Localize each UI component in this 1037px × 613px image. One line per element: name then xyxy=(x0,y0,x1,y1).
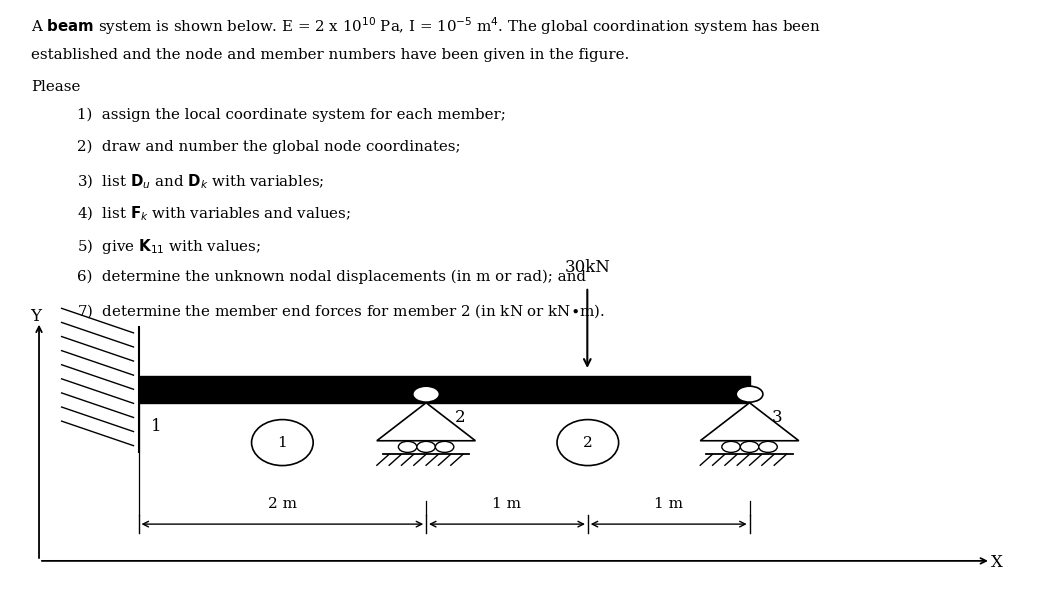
Text: 6)  determine the unknown nodal displacements (in m or rad); and: 6) determine the unknown nodal displacem… xyxy=(77,270,586,284)
Text: 1: 1 xyxy=(151,418,162,435)
Text: 2: 2 xyxy=(583,436,593,449)
Text: 1 m: 1 m xyxy=(654,497,683,511)
Circle shape xyxy=(413,386,440,402)
Bar xyxy=(139,376,750,403)
Text: 7)  determine the member end forces for member 2 (in kN or kN$\bullet$m).: 7) determine the member end forces for m… xyxy=(77,302,605,320)
Circle shape xyxy=(736,386,763,402)
Polygon shape xyxy=(376,403,475,441)
Ellipse shape xyxy=(252,420,313,466)
Text: 5)  give $\mathbf{K}_{11}$ with values;: 5) give $\mathbf{K}_{11}$ with values; xyxy=(77,237,261,256)
Text: 2)  draw and number the global node coordinates;: 2) draw and number the global node coord… xyxy=(77,140,460,154)
Text: 2 m: 2 m xyxy=(268,497,297,511)
Circle shape xyxy=(417,441,436,452)
Circle shape xyxy=(398,441,417,452)
Text: 1)  assign the local coordinate system for each member;: 1) assign the local coordinate system fo… xyxy=(77,107,506,121)
Circle shape xyxy=(740,441,759,452)
Text: 4)  list $\mathbf{F}_k$ with variables and values;: 4) list $\mathbf{F}_k$ with variables an… xyxy=(77,205,351,223)
Circle shape xyxy=(722,441,740,452)
Text: 30kN: 30kN xyxy=(564,259,610,276)
Text: 3: 3 xyxy=(773,409,783,426)
Text: Please: Please xyxy=(31,80,80,94)
Text: X: X xyxy=(990,554,1003,571)
Text: 3)  list $\mathbf{D}_u$ and $\mathbf{D}_k$ with variables;: 3) list $\mathbf{D}_u$ and $\mathbf{D}_k… xyxy=(77,172,325,191)
Text: 1 m: 1 m xyxy=(493,497,522,511)
Ellipse shape xyxy=(557,420,619,466)
Circle shape xyxy=(759,441,778,452)
Text: 2: 2 xyxy=(455,409,466,426)
Text: A $\mathbf{beam}$ system is shown below. E = 2 x 10$^{10}$ Pa, I = 10$^{-5}$ m$^: A $\mathbf{beam}$ system is shown below.… xyxy=(31,15,820,37)
Polygon shape xyxy=(700,403,798,441)
Text: 1: 1 xyxy=(278,436,287,449)
Circle shape xyxy=(436,441,454,452)
Text: Y: Y xyxy=(30,308,41,325)
Text: established and the node and member numbers have been given in the figure.: established and the node and member numb… xyxy=(31,48,629,62)
